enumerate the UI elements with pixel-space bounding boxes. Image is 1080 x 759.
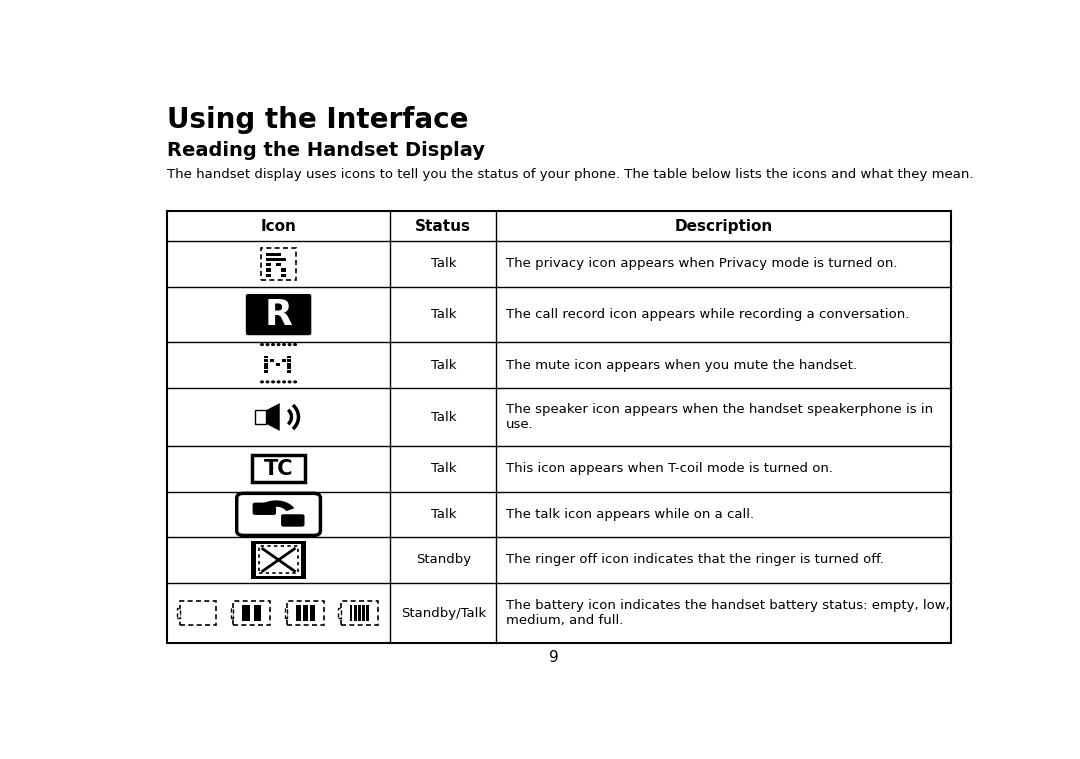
Text: R: R xyxy=(265,298,293,332)
Bar xyxy=(338,608,341,619)
Bar xyxy=(354,606,356,621)
Bar xyxy=(282,269,286,272)
Bar xyxy=(282,359,285,362)
Bar xyxy=(271,253,275,256)
Bar xyxy=(264,370,268,373)
Circle shape xyxy=(278,381,280,383)
Text: The talk icon appears while on a call.: The talk icon appears while on a call. xyxy=(507,508,754,521)
Bar xyxy=(264,367,268,370)
Bar xyxy=(366,606,368,621)
Bar xyxy=(266,269,270,272)
Circle shape xyxy=(283,344,285,345)
Text: Standby/Talk: Standby/Talk xyxy=(401,606,486,619)
Bar xyxy=(362,606,365,621)
Bar xyxy=(179,601,216,625)
Text: 9: 9 xyxy=(549,650,558,665)
Bar xyxy=(271,258,275,261)
Bar xyxy=(287,359,292,362)
Bar xyxy=(266,258,270,261)
Text: Talk: Talk xyxy=(431,462,456,475)
Bar xyxy=(350,606,352,621)
Text: Talk: Talk xyxy=(431,359,456,372)
Bar xyxy=(296,606,300,621)
Circle shape xyxy=(267,344,269,345)
FancyBboxPatch shape xyxy=(246,294,311,335)
Bar xyxy=(275,363,280,366)
Text: Talk: Talk xyxy=(431,508,456,521)
Bar xyxy=(264,359,268,362)
Bar xyxy=(177,608,179,619)
Circle shape xyxy=(260,344,264,345)
Bar xyxy=(264,356,268,358)
Text: Talk: Talk xyxy=(431,257,456,270)
Bar xyxy=(242,606,249,621)
Circle shape xyxy=(260,381,264,383)
Bar xyxy=(287,356,292,358)
Bar xyxy=(231,608,233,619)
Text: Talk: Talk xyxy=(431,308,456,321)
Bar xyxy=(282,274,286,277)
Text: The speaker icon appears when the handset speakerphone is in
use.: The speaker icon appears when the handse… xyxy=(507,403,933,431)
Text: Talk: Talk xyxy=(431,411,456,424)
Bar xyxy=(266,263,270,266)
Circle shape xyxy=(288,344,291,345)
FancyBboxPatch shape xyxy=(281,515,305,527)
Text: The mute icon appears when you mute the handset.: The mute icon appears when you mute the … xyxy=(507,359,858,372)
Bar xyxy=(287,363,292,366)
Bar xyxy=(287,601,324,625)
Bar xyxy=(251,540,307,579)
Text: The call record icon appears while recording a conversation.: The call record icon appears while recor… xyxy=(507,308,909,321)
Bar xyxy=(276,263,281,266)
Bar xyxy=(341,601,378,625)
Text: Icon: Icon xyxy=(260,219,297,234)
Circle shape xyxy=(272,381,274,383)
Text: The battery icon indicates the handset battery status: empty, low,
medium, and f: The battery icon indicates the handset b… xyxy=(507,599,950,627)
Bar xyxy=(287,367,292,370)
Circle shape xyxy=(294,381,296,383)
Text: The handset display uses icons to tell you the status of your phone. The table b: The handset display uses icons to tell y… xyxy=(166,168,973,181)
Text: The ringer off icon indicates that the ringer is turned off.: The ringer off icon indicates that the r… xyxy=(507,553,885,566)
Circle shape xyxy=(267,381,269,383)
Bar xyxy=(253,455,305,483)
Text: Using the Interface: Using the Interface xyxy=(166,106,469,134)
Circle shape xyxy=(294,344,296,345)
FancyBboxPatch shape xyxy=(253,502,276,515)
Bar xyxy=(303,606,308,621)
Polygon shape xyxy=(257,500,295,511)
Bar xyxy=(270,359,273,362)
Bar xyxy=(276,258,281,261)
Bar xyxy=(266,274,270,277)
Text: Status: Status xyxy=(416,219,471,234)
Bar xyxy=(276,253,281,256)
Text: This icon appears when T-coil mode is turned on.: This icon appears when T-coil mode is tu… xyxy=(507,462,834,475)
Circle shape xyxy=(278,344,280,345)
Bar xyxy=(282,258,286,261)
Circle shape xyxy=(283,381,285,383)
Bar xyxy=(256,544,301,576)
Circle shape xyxy=(272,344,274,345)
Bar xyxy=(261,247,296,280)
Bar xyxy=(310,606,315,621)
Text: Reading the Handset Display: Reading the Handset Display xyxy=(166,140,485,159)
Bar xyxy=(255,411,266,424)
Bar xyxy=(357,606,361,621)
Bar xyxy=(254,606,261,621)
Bar xyxy=(287,370,292,373)
Bar xyxy=(233,601,270,625)
FancyBboxPatch shape xyxy=(237,493,321,535)
Bar xyxy=(266,253,270,256)
Text: Description: Description xyxy=(675,219,773,234)
Polygon shape xyxy=(266,403,280,431)
Text: TC: TC xyxy=(264,459,294,479)
Circle shape xyxy=(288,381,291,383)
Bar xyxy=(285,608,287,619)
Bar xyxy=(264,363,268,366)
Text: Standby: Standby xyxy=(416,553,471,566)
Bar xyxy=(259,546,298,573)
Text: The privacy icon appears when Privacy mode is turned on.: The privacy icon appears when Privacy mo… xyxy=(507,257,897,270)
